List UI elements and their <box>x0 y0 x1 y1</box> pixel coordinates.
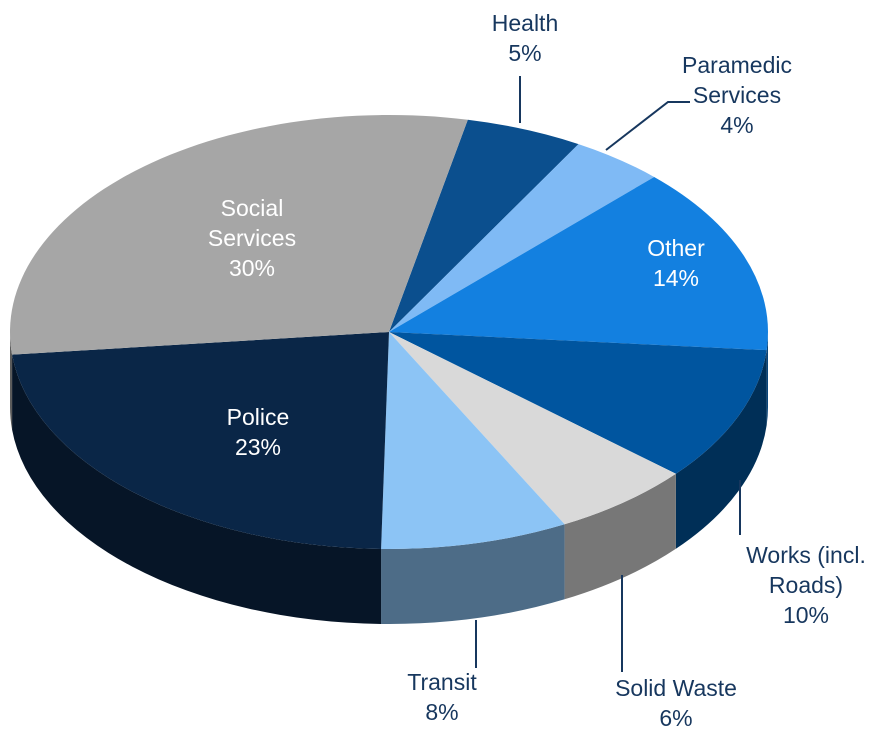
category-label: Health <box>491 10 559 36</box>
slice <box>389 332 676 525</box>
value-label: 5% <box>508 40 542 66</box>
category-label: Other <box>647 235 705 261</box>
slice-label: Other 14% <box>606 233 746 293</box>
slice-side <box>12 354 382 624</box>
slice <box>389 144 655 332</box>
category-label: Social Services <box>207 195 297 251</box>
slice-label: Paramedic Services 4% <box>657 50 817 140</box>
value-label: 6% <box>659 705 693 731</box>
slice-label: Solid Waste 6% <box>576 673 776 732</box>
slice <box>12 332 389 549</box>
category-label: Police <box>226 404 290 430</box>
slice-side <box>10 332 13 430</box>
value-label: 23% <box>234 434 282 460</box>
slice-label: Social Services 30% <box>187 193 317 283</box>
slice <box>381 332 565 549</box>
slice-label: Health 5% <box>465 8 585 68</box>
slice <box>389 176 768 351</box>
slice-side <box>766 332 768 426</box>
value-label: 10% <box>782 602 830 628</box>
category-label: Solid Waste <box>615 675 737 701</box>
slice <box>10 115 468 355</box>
slice-label: Works (incl. Roads) 10% <box>731 540 881 630</box>
value-label: 30% <box>228 255 276 281</box>
slice <box>389 119 579 332</box>
value-label: 4% <box>720 112 754 138</box>
sides <box>10 332 768 624</box>
slice-side <box>675 350 767 549</box>
leader-line <box>605 101 690 151</box>
tops <box>10 115 768 549</box>
slice-side <box>381 524 565 624</box>
slice-label: Transit 8% <box>382 667 502 727</box>
slice-label: Police 23% <box>188 402 328 462</box>
value-label: 14% <box>652 265 700 291</box>
category-label: Transit <box>407 669 477 695</box>
category-label: Works (incl. Roads) <box>746 542 866 598</box>
slice-side <box>564 473 676 600</box>
slice <box>389 332 767 474</box>
leaders <box>475 76 741 672</box>
category-label: Paramedic Services <box>682 52 792 108</box>
value-label: 8% <box>425 699 459 725</box>
